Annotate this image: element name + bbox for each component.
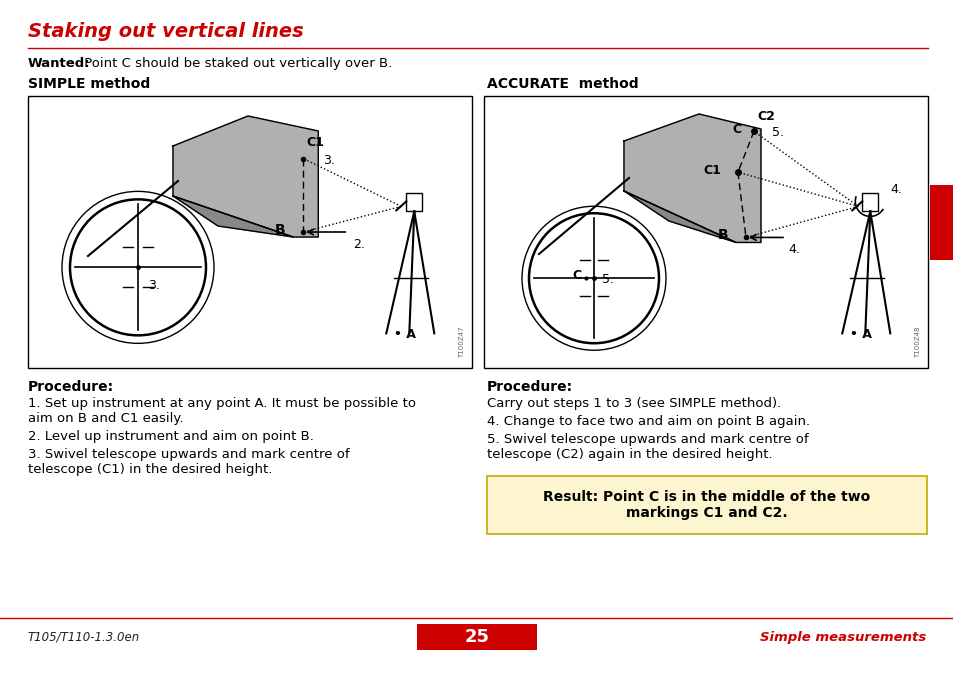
Bar xyxy=(486,476,926,534)
Text: 2. Level up instrument and aim on point B.: 2. Level up instrument and aim on point … xyxy=(28,430,314,443)
Text: 4. Change to face two and aim on point B again.: 4. Change to face two and aim on point B… xyxy=(486,415,809,428)
Text: Simple measurements: Simple measurements xyxy=(759,630,925,644)
Text: C1: C1 xyxy=(306,135,324,148)
Text: C2: C2 xyxy=(756,111,774,123)
Text: 3.: 3. xyxy=(323,154,335,166)
Text: C: C xyxy=(731,123,740,136)
Text: Point C should be staked out vertically over B.: Point C should be staked out vertically … xyxy=(80,57,392,70)
Text: T100Z48: T100Z48 xyxy=(914,326,920,358)
Text: T100Z47: T100Z47 xyxy=(458,326,464,358)
Bar xyxy=(483,96,927,368)
Text: T105/T110-1.3.0en: T105/T110-1.3.0en xyxy=(28,630,140,644)
Text: Procedure:: Procedure: xyxy=(486,380,573,394)
Text: 5.: 5. xyxy=(771,126,783,140)
Text: Carry out steps 1 to 3 (see SIMPLE method).: Carry out steps 1 to 3 (see SIMPLE metho… xyxy=(486,397,781,410)
Text: aim on B and C1 easily.: aim on B and C1 easily. xyxy=(28,412,183,425)
Bar xyxy=(28,96,472,368)
Text: C: C xyxy=(572,269,580,282)
Polygon shape xyxy=(172,196,293,237)
Text: 4.: 4. xyxy=(889,183,902,196)
Text: 3.: 3. xyxy=(148,279,160,293)
Text: SIMPLE method: SIMPLE method xyxy=(28,77,150,91)
Polygon shape xyxy=(623,114,760,243)
Text: Wanted:: Wanted: xyxy=(28,57,91,70)
Text: 25: 25 xyxy=(464,628,489,646)
Text: telescope (C2) again in the desired height.: telescope (C2) again in the desired heig… xyxy=(486,448,772,461)
Text: C1: C1 xyxy=(702,164,720,177)
Bar xyxy=(416,624,537,650)
Text: Procedure:: Procedure: xyxy=(28,380,114,394)
Polygon shape xyxy=(172,116,318,237)
Text: • A: • A xyxy=(849,328,871,342)
Bar xyxy=(406,193,422,212)
Text: 1. Set up instrument at any point A. It must be possible to: 1. Set up instrument at any point A. It … xyxy=(28,397,416,410)
Text: Staking out vertical lines: Staking out vertical lines xyxy=(28,22,303,41)
Bar xyxy=(862,193,878,212)
Text: B: B xyxy=(274,223,285,237)
Text: 3. Swivel telescope upwards and mark centre of: 3. Swivel telescope upwards and mark cen… xyxy=(28,448,349,461)
Text: telescope (C1) in the desired height.: telescope (C1) in the desired height. xyxy=(28,463,273,476)
Polygon shape xyxy=(623,191,735,243)
Text: Result: Point C is in the middle of the two
markings C1 and C2.: Result: Point C is in the middle of the … xyxy=(543,490,870,520)
Text: 5. Swivel telescope upwards and mark centre of: 5. Swivel telescope upwards and mark cen… xyxy=(486,433,808,446)
Text: 5.: 5. xyxy=(601,273,614,286)
Text: B: B xyxy=(717,228,727,243)
Bar xyxy=(929,185,953,260)
Text: ACCURATE  method: ACCURATE method xyxy=(486,77,638,91)
Text: 4.: 4. xyxy=(787,243,799,256)
Text: • A: • A xyxy=(394,328,416,342)
Text: 2.: 2. xyxy=(353,238,365,251)
